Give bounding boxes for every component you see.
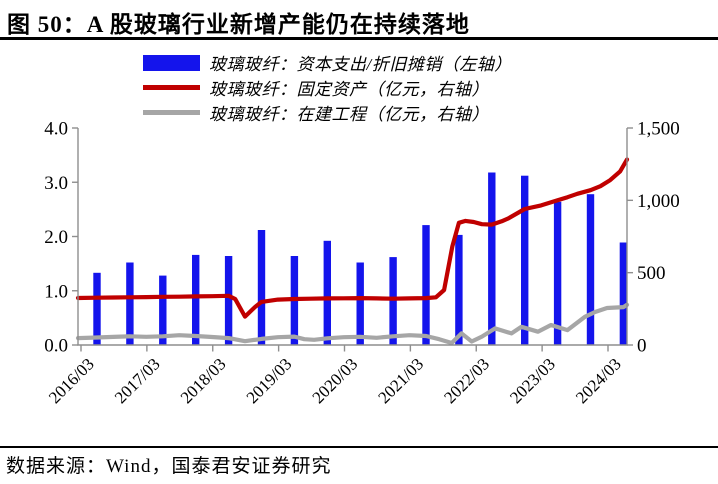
title-rule <box>0 37 718 40</box>
legend-item: 玻璃玻纤：在建工程（亿元，右轴） <box>143 100 512 125</box>
bar-2023/09 <box>586 194 595 345</box>
x-axis-tick-label: 2019/03 <box>243 354 296 407</box>
legend-label: 玻璃玻纤：固定资产（亿元，右轴） <box>209 80 489 99</box>
bar-2023/03 <box>553 201 562 345</box>
x-axis-tick-label: 2021/03 <box>374 354 427 407</box>
x-axis-tick-label: 2020/03 <box>308 354 361 407</box>
right-axis-tick-label: 0 <box>637 336 647 357</box>
right-axis-tick-label: 500 <box>637 263 666 284</box>
footer-rule <box>0 446 718 448</box>
bar-2020/03 <box>356 262 364 345</box>
left-axis-tick-label: 3.0 <box>44 173 68 194</box>
left-axis-tick-label: 4.0 <box>44 119 68 140</box>
line-series <box>75 302 630 346</box>
bar-2021/03 <box>422 225 430 345</box>
x-axis-tick-label: 2022/03 <box>440 354 493 407</box>
data-source: 数据来源：Wind，国泰君安证券研究 <box>6 456 332 477</box>
x-axis-tick-label: 2023/03 <box>506 354 559 407</box>
bar-2016/09 <box>126 262 134 345</box>
legend-label: 玻璃玻纤：资本支出/折旧摊销（左轴） <box>209 55 512 74</box>
left-axis-tick-label: 2.0 <box>44 227 68 248</box>
bar-2020/09 <box>389 257 397 345</box>
bar-2021/09 <box>455 234 463 345</box>
x-axis-tick-label: 2017/03 <box>111 354 164 407</box>
legend-item: 玻璃玻纤：资本支出/折旧摊销（左轴） <box>143 50 512 75</box>
bar-2024/03 <box>619 242 628 345</box>
x-axis-tick-label: 2018/03 <box>177 354 230 407</box>
bar-series <box>93 172 628 345</box>
bar-2019/09 <box>323 240 331 345</box>
bar-2018/09 <box>257 230 266 345</box>
chart-legend: 玻璃玻纤：资本支出/折旧摊销（左轴） 玻璃玻纤：固定资产（亿元，右轴） 玻璃玻纤… <box>143 50 512 125</box>
bar-2018/03 <box>224 256 233 345</box>
bar-2022/09 <box>521 175 529 345</box>
line-series <box>75 157 630 319</box>
bar-2017/09 <box>192 254 200 345</box>
bar-2022/03 <box>488 172 496 345</box>
x-axis-tick-label: 2024/03 <box>572 354 625 407</box>
x-axis-tick-label: 2016/03 <box>45 354 98 407</box>
bar-2016/03 <box>93 272 101 345</box>
right-axis-tick-label: 1,500 <box>637 119 680 140</box>
bar-swatch-icon <box>143 54 200 71</box>
figure-title: 图 50：A 股玻璃行业新增产能仍在持续落地 <box>7 12 470 37</box>
legend-item: 玻璃玻纤：固定资产（亿元，右轴） <box>143 75 512 100</box>
right-axis-tick-label: 1,000 <box>637 191 680 212</box>
bar-2017/03 <box>159 275 167 345</box>
legend-label: 玻璃玻纤：在建工程（亿元，右轴） <box>209 105 489 124</box>
left-axis-tick-label: 1.0 <box>44 281 68 302</box>
left-axis-tick-label: 0.0 <box>44 336 68 357</box>
line-swatch-icon <box>143 85 200 90</box>
line-swatch-icon <box>143 110 200 115</box>
